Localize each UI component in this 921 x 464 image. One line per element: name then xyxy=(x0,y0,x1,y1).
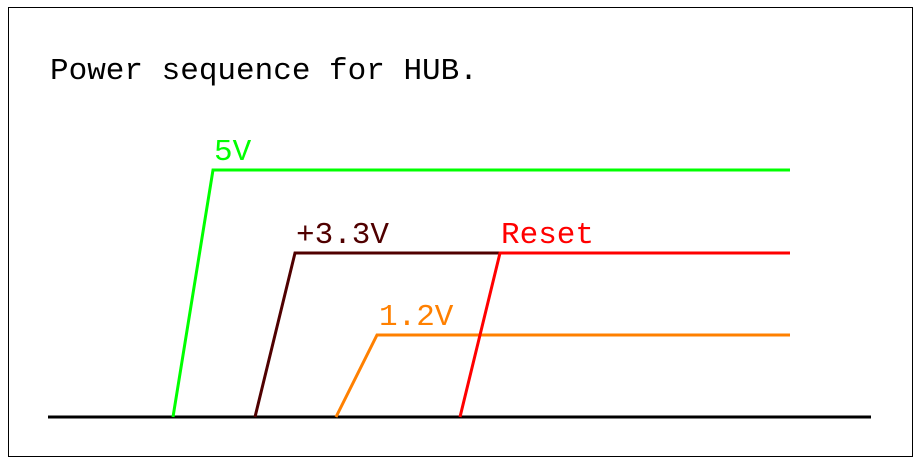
3v3-waveform xyxy=(253,251,500,418)
diagram-title: Power sequence for HUB. xyxy=(50,54,478,89)
1v2-waveform xyxy=(334,333,790,418)
5v-label: 5V xyxy=(214,135,252,170)
3v3-label: +3.3V xyxy=(296,218,389,253)
5v-waveform xyxy=(171,168,790,418)
diagram-frame xyxy=(8,7,913,457)
reset-waveform xyxy=(458,251,790,418)
reset-label: Reset xyxy=(501,218,594,253)
1v2-label: 1.2V xyxy=(379,300,454,335)
